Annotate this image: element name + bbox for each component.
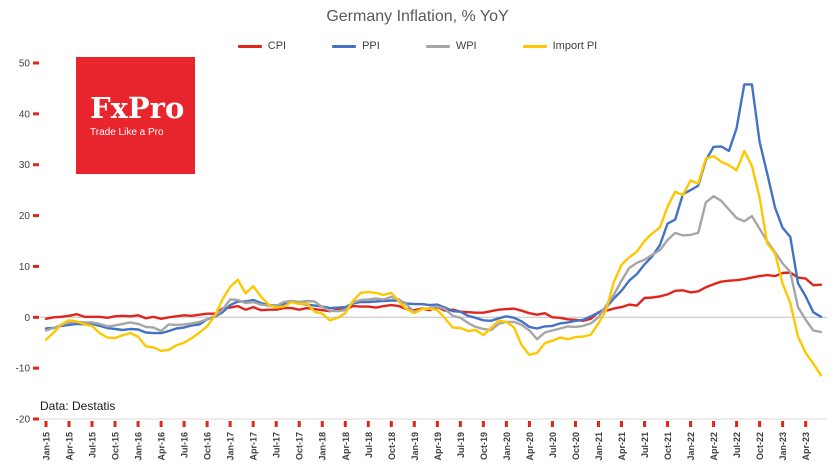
svg-text:Apr-20: Apr-20: [525, 432, 535, 461]
import-pi-line-swatch-icon: [522, 44, 547, 48]
svg-text:50: 50: [19, 59, 31, 70]
svg-text:Oct-21: Oct-21: [663, 432, 673, 460]
legend-label-ppi: PPI: [362, 40, 380, 52]
svg-text:-10: -10: [16, 364, 31, 375]
fxpro-logo-tagline: Trade Like a Pro: [90, 126, 164, 138]
legend-item-cpi: CPI: [237, 40, 287, 52]
svg-text:Jan-15: Jan-15: [42, 432, 52, 461]
svg-text:Apr-23: Apr-23: [801, 432, 811, 461]
svg-text:30: 30: [19, 160, 31, 171]
svg-text:40: 40: [19, 109, 31, 120]
svg-text:Jul-22: Jul-22: [732, 432, 742, 458]
svg-text:Jul-20: Jul-20: [548, 432, 558, 458]
fxpro-logo-wordmark: FxPro: [90, 91, 185, 126]
legend-label-wpi: WPI: [455, 40, 477, 52]
svg-text:Apr-15: Apr-15: [65, 432, 75, 461]
svg-text:Apr-18: Apr-18: [341, 432, 351, 461]
svg-text:Oct-22: Oct-22: [755, 432, 765, 460]
legend-label-import-pi: Import PI: [552, 40, 598, 52]
svg-text:Jan-16: Jan-16: [134, 432, 144, 461]
svg-text:Oct-19: Oct-19: [479, 432, 489, 460]
svg-text:Apr-17: Apr-17: [249, 432, 259, 461]
svg-text:Oct-16: Oct-16: [203, 432, 213, 460]
chart-title: Germany Inflation, % YoY: [326, 8, 509, 25]
svg-text:Jul-19: Jul-19: [456, 432, 466, 458]
svg-text:Apr-19: Apr-19: [433, 432, 443, 461]
chart-legend: CPI PPI WPI Import PI: [0, 40, 835, 52]
fxpro-logo: FxPro Trade Like a Pro: [76, 57, 195, 174]
wpi-line-swatch-icon: [425, 44, 450, 48]
legend-item-ppi: PPI: [332, 40, 380, 52]
svg-text:-20: -20: [16, 415, 31, 426]
legend-item-import-pi: Import PI: [522, 40, 598, 52]
svg-text:Apr-16: Apr-16: [157, 432, 167, 461]
svg-text:Oct-20: Oct-20: [571, 432, 581, 460]
svg-text:Jul-17: Jul-17: [272, 432, 282, 458]
svg-text:Apr-21: Apr-21: [617, 432, 627, 461]
svg-text:Oct-17: Oct-17: [295, 432, 305, 460]
svg-text:Apr-22: Apr-22: [709, 432, 719, 461]
svg-text:Jul-15: Jul-15: [88, 432, 98, 458]
svg-text:Jul-18: Jul-18: [364, 432, 374, 458]
svg-text:Jan-19: Jan-19: [410, 432, 420, 461]
legend-item-wpi: WPI: [425, 40, 477, 52]
svg-text:Jan-18: Jan-18: [318, 432, 328, 461]
svg-text:0: 0: [24, 313, 30, 324]
svg-text:Jan-20: Jan-20: [502, 432, 512, 461]
svg-text:Jan-23: Jan-23: [778, 432, 788, 461]
svg-text:Jul-16: Jul-16: [180, 432, 190, 458]
svg-text:Jul-21: Jul-21: [640, 432, 650, 458]
svg-text:10: 10: [19, 262, 31, 273]
svg-text:Oct-18: Oct-18: [387, 432, 397, 460]
svg-text:Jan-17: Jan-17: [226, 432, 236, 461]
svg-text:Oct-15: Oct-15: [111, 432, 121, 460]
cpi-line-swatch-icon: [237, 44, 262, 48]
svg-text:Jan-22: Jan-22: [686, 432, 696, 461]
svg-text:Jan-21: Jan-21: [594, 432, 604, 461]
data-source-note: Data: Destatis: [40, 399, 116, 413]
svg-text:20: 20: [19, 211, 31, 222]
legend-label-cpi: CPI: [267, 40, 287, 52]
ppi-line-swatch-icon: [332, 44, 357, 48]
